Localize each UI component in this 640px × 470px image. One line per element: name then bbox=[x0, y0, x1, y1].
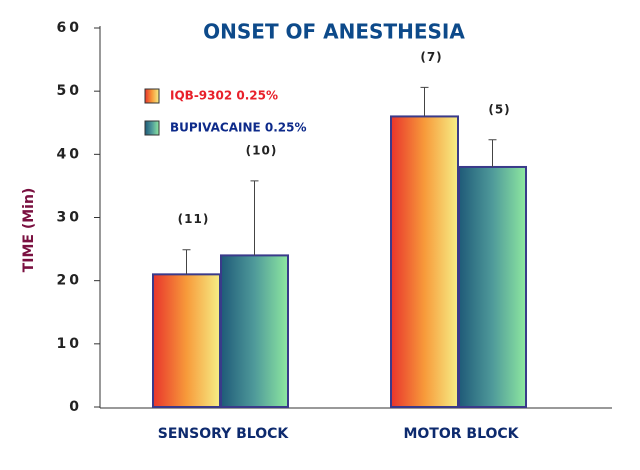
error-bar bbox=[420, 86, 429, 117]
legend-label: IQB-9302 0.25% bbox=[170, 89, 278, 103]
legend-label: BUPIVACAINE 0.25% bbox=[170, 121, 307, 135]
y-tick-label: 30 bbox=[57, 210, 82, 226]
bar bbox=[220, 254, 289, 408]
n-label: (11) bbox=[178, 212, 210, 226]
x-tick-label: SENSORY BLOCK bbox=[158, 426, 290, 442]
y-tick-label: 10 bbox=[57, 336, 82, 352]
n-label: (5) bbox=[488, 102, 510, 116]
legend-swatch bbox=[144, 88, 160, 104]
chart-title: ONSET OF ANESTHESIA bbox=[203, 20, 465, 44]
bar bbox=[390, 115, 459, 409]
y-tick-label: 40 bbox=[57, 146, 82, 162]
legend-swatch bbox=[144, 120, 160, 136]
y-tick-label: 0 bbox=[69, 399, 82, 415]
x-tick-label: MOTOR BLOCK bbox=[403, 426, 519, 442]
bar bbox=[458, 165, 527, 408]
y-axis-label: TIME (Min) bbox=[21, 188, 37, 273]
error-bar bbox=[182, 249, 191, 275]
error-bar bbox=[488, 139, 497, 167]
n-label: (10) bbox=[246, 143, 278, 157]
y-tick-label: 20 bbox=[57, 273, 82, 289]
n-label: (7) bbox=[420, 50, 442, 64]
y-tick-label: 60 bbox=[57, 20, 82, 36]
y-tick-label: 50 bbox=[57, 83, 82, 99]
error-bar bbox=[250, 180, 259, 256]
bar bbox=[152, 273, 221, 408]
